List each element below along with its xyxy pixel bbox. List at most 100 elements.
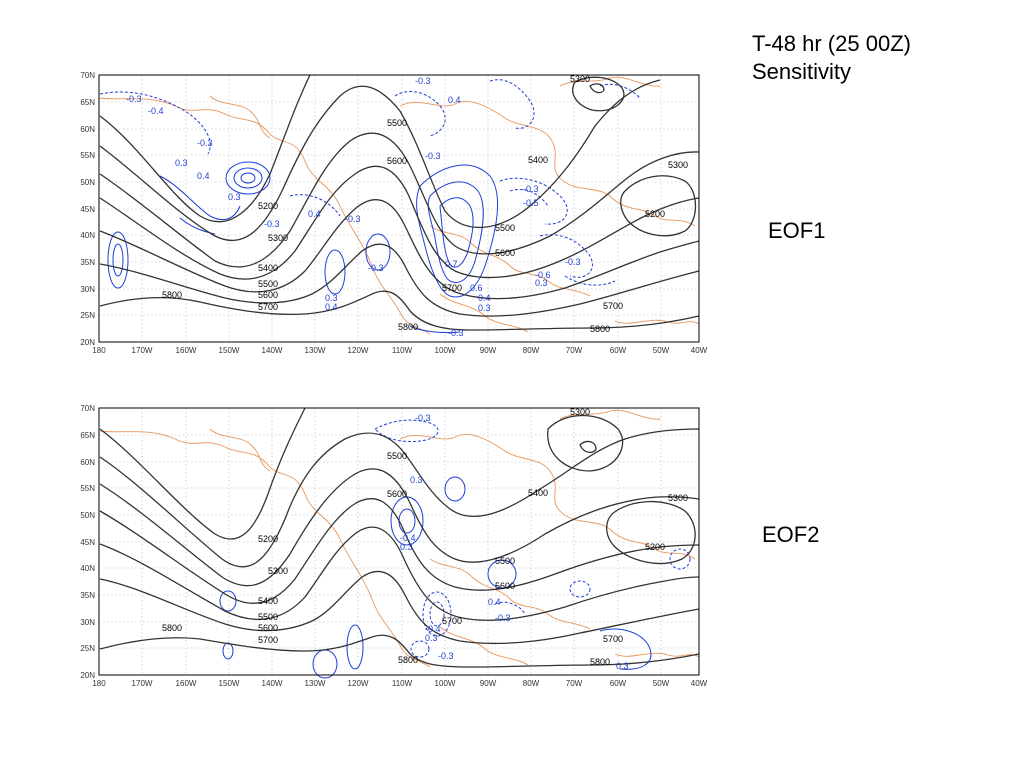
height-contours xyxy=(99,407,700,668)
coastlines xyxy=(99,76,700,335)
height-label: 5300 xyxy=(570,74,590,84)
slide-title: T-48 hr (25 00Z) Sensitivity xyxy=(752,30,911,86)
svg-text:110W: 110W xyxy=(392,679,413,688)
svg-text:90W: 90W xyxy=(480,679,497,688)
eof1-map-panel: 5300 5300 5200 5500 5600 5200 5300 5400 … xyxy=(0,66,720,360)
height-label: 5700 xyxy=(603,634,623,644)
title-line-1: T-48 hr (25 00Z) xyxy=(752,31,911,56)
height-label: 5700 xyxy=(258,635,278,645)
svg-text:30N: 30N xyxy=(80,618,95,627)
sensitivity-label: 0.3 xyxy=(535,278,548,288)
height-contours xyxy=(99,74,700,331)
sensitivity-label: -0.4 xyxy=(148,106,164,116)
sensitivity-label: 0.3 xyxy=(478,303,491,313)
height-label: 5500 xyxy=(387,118,407,128)
svg-text:150W: 150W xyxy=(219,679,240,688)
sensitivity-neg-contours xyxy=(374,419,691,658)
svg-text:40W: 40W xyxy=(691,346,708,355)
svg-text:130W: 130W xyxy=(305,679,326,688)
height-label: 5800 xyxy=(590,324,610,334)
sensitivity-label: 0.4 xyxy=(488,597,501,607)
svg-text:180: 180 xyxy=(92,346,106,355)
height-label: 5500 xyxy=(258,612,278,622)
eof2-map-panel: 5300 5500 5600 5400 5300 5200 5200 5300 … xyxy=(0,399,720,693)
svg-text:70N: 70N xyxy=(80,71,95,80)
height-label: 5300 xyxy=(668,160,688,170)
eof1-label: EOF1 xyxy=(768,218,826,243)
sensitivity-label: 0.7 xyxy=(445,259,458,269)
sensitivity-label: -0.3 xyxy=(126,94,142,104)
grid xyxy=(99,408,699,675)
sensitivity-label: -0.3 xyxy=(415,413,431,423)
sensitivity-neg-contours xyxy=(99,79,641,286)
height-label: 5400 xyxy=(258,596,278,606)
sensitivity-label: -0.3 xyxy=(523,184,539,194)
svg-text:45N: 45N xyxy=(80,538,95,547)
svg-text:45N: 45N xyxy=(80,205,95,214)
svg-text:50N: 50N xyxy=(80,178,95,187)
svg-text:60W: 60W xyxy=(610,679,627,688)
map-frame xyxy=(98,74,700,343)
eof1-map: 5300 5300 5200 5500 5600 5200 5300 5400 … xyxy=(80,71,708,355)
svg-text:110W: 110W xyxy=(392,346,413,355)
sensitivity-labels: -0.3 0.3 -0.4 0.3 0.4 -0.3 -0.4 0.3 -0.3… xyxy=(400,413,629,671)
sensitivity-label: 0.4 xyxy=(325,302,338,312)
height-label: 5800 xyxy=(398,322,418,332)
svg-text:120W: 120W xyxy=(348,679,369,688)
height-label: 5300 xyxy=(268,566,288,576)
height-label: 5800 xyxy=(398,655,418,665)
sensitivity-label: -0.6 xyxy=(535,270,551,280)
sensitivity-label: -0.5 xyxy=(523,198,539,208)
svg-text:170W: 170W xyxy=(132,679,153,688)
svg-text:40N: 40N xyxy=(80,231,95,240)
svg-text:60N: 60N xyxy=(80,125,95,134)
height-labels: 5300 5300 5200 5500 5600 5200 5300 5400 … xyxy=(162,74,688,334)
svg-text:65N: 65N xyxy=(80,431,95,440)
svg-text:150W: 150W xyxy=(219,346,240,355)
svg-text:130W: 130W xyxy=(305,346,326,355)
svg-text:90W: 90W xyxy=(480,346,497,355)
svg-text:180: 180 xyxy=(92,679,106,688)
height-label: 5600 xyxy=(258,290,278,300)
eof2-label: EOF2 xyxy=(762,522,820,547)
height-label: 5600 xyxy=(495,581,515,591)
sensitivity-label: -0.3 xyxy=(197,138,213,148)
sensitivity-label: 0.4 xyxy=(197,171,210,181)
height-label: 5800 xyxy=(590,657,610,667)
sensitivity-label: 0.4 xyxy=(308,209,321,219)
svg-text:25N: 25N xyxy=(80,644,95,653)
sensitivity-label: 0.4 xyxy=(478,293,491,303)
lon-axis: 180 170W 160W 150W 140W 130W 120W 110W 1… xyxy=(92,679,707,688)
title-line-2: Sensitivity xyxy=(752,59,852,84)
height-label: 5200 xyxy=(258,201,278,211)
svg-text:30N: 30N xyxy=(80,285,95,294)
svg-text:160W: 160W xyxy=(176,346,197,355)
height-label: 5500 xyxy=(495,556,515,566)
svg-text:170W: 170W xyxy=(132,346,153,355)
svg-text:80W: 80W xyxy=(523,679,540,688)
svg-text:55N: 55N xyxy=(80,151,95,160)
sensitivity-label: -0.4 xyxy=(425,624,441,634)
svg-text:35N: 35N xyxy=(80,591,95,600)
svg-text:140W: 140W xyxy=(262,346,283,355)
height-label: 5300 xyxy=(570,407,590,417)
height-label: 5800 xyxy=(162,290,182,300)
height-label: 5500 xyxy=(387,451,407,461)
height-label: 5300 xyxy=(668,493,688,503)
sensitivity-label: 0.4 xyxy=(448,95,461,105)
height-label: 5500 xyxy=(495,223,515,233)
svg-text:70W: 70W xyxy=(566,679,583,688)
svg-text:160W: 160W xyxy=(176,679,197,688)
height-label: 5700 xyxy=(442,283,462,293)
height-label: 5200 xyxy=(645,542,665,552)
sensitivity-label: -0.3 xyxy=(264,219,280,229)
height-label: 5500 xyxy=(258,279,278,289)
height-label: 5400 xyxy=(528,155,548,165)
height-label: 5700 xyxy=(442,616,462,626)
height-label: 5700 xyxy=(258,302,278,312)
svg-text:60N: 60N xyxy=(80,458,95,467)
sensitivity-label: 0.3 xyxy=(410,475,423,485)
sensitivity-contours xyxy=(107,161,499,334)
svg-text:60W: 60W xyxy=(610,346,627,355)
height-label: 5400 xyxy=(528,488,548,498)
